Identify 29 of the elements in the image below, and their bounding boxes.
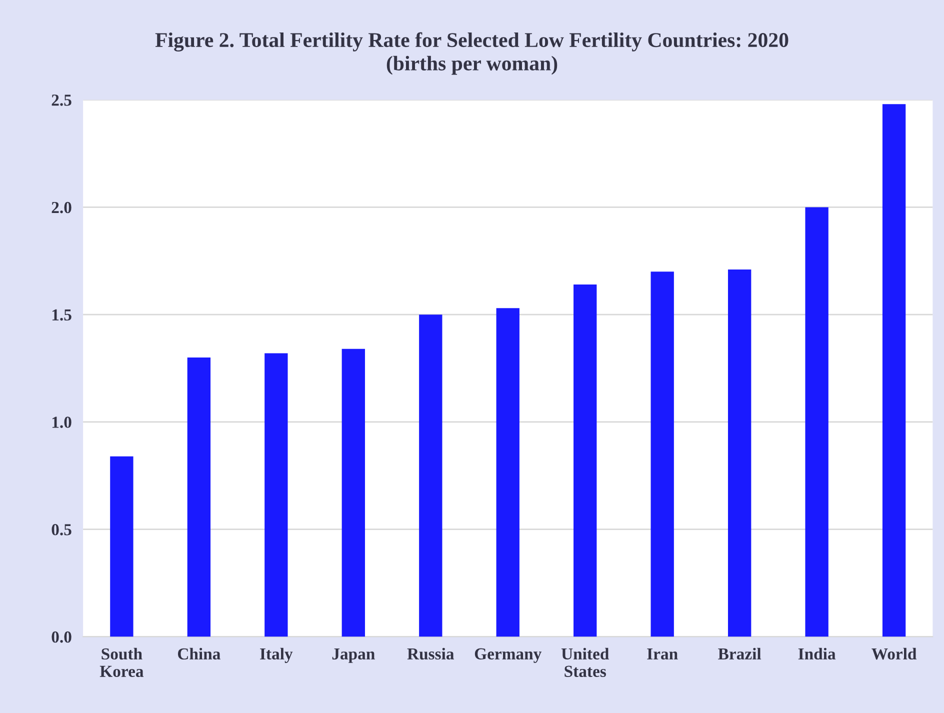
y-tick-label: 2.5 [52,94,72,106]
x-tick-label: Italy [260,648,293,663]
x-tick-label: Iran [647,648,678,660]
x-tick-label: Japan [332,648,375,663]
x-tick-label: India [798,648,836,660]
x-tick-label: Germany [474,648,542,663]
bar [882,104,906,637]
bar [805,207,828,637]
y-tick-label: 2.0 [52,202,72,214]
bar [110,456,134,637]
x-tick-label: United States [561,648,609,677]
x-tick-label: South Korea [100,648,144,677]
bar [574,284,597,637]
bar [264,353,288,637]
chart-title: Figure 2. Total Fertility Rate for Selected Low Fertility Countries: 2020 (births per woman) [155,32,788,75]
x-tick-label: Brazil [718,648,762,660]
y-tick-label: 1.5 [52,309,72,321]
y-tick-label: 1.0 [52,416,72,428]
bar [342,348,365,637]
bar [419,314,442,637]
bar [650,272,674,637]
x-tick-label: World [872,648,917,660]
bar [728,269,752,637]
y-tick-label: 0.0 [52,631,72,643]
bar [496,308,520,637]
bar [187,358,211,637]
x-tick-label: China [178,648,220,660]
y-tick-label: 0.5 [52,524,72,536]
x-tick-label: Russia [407,648,454,660]
